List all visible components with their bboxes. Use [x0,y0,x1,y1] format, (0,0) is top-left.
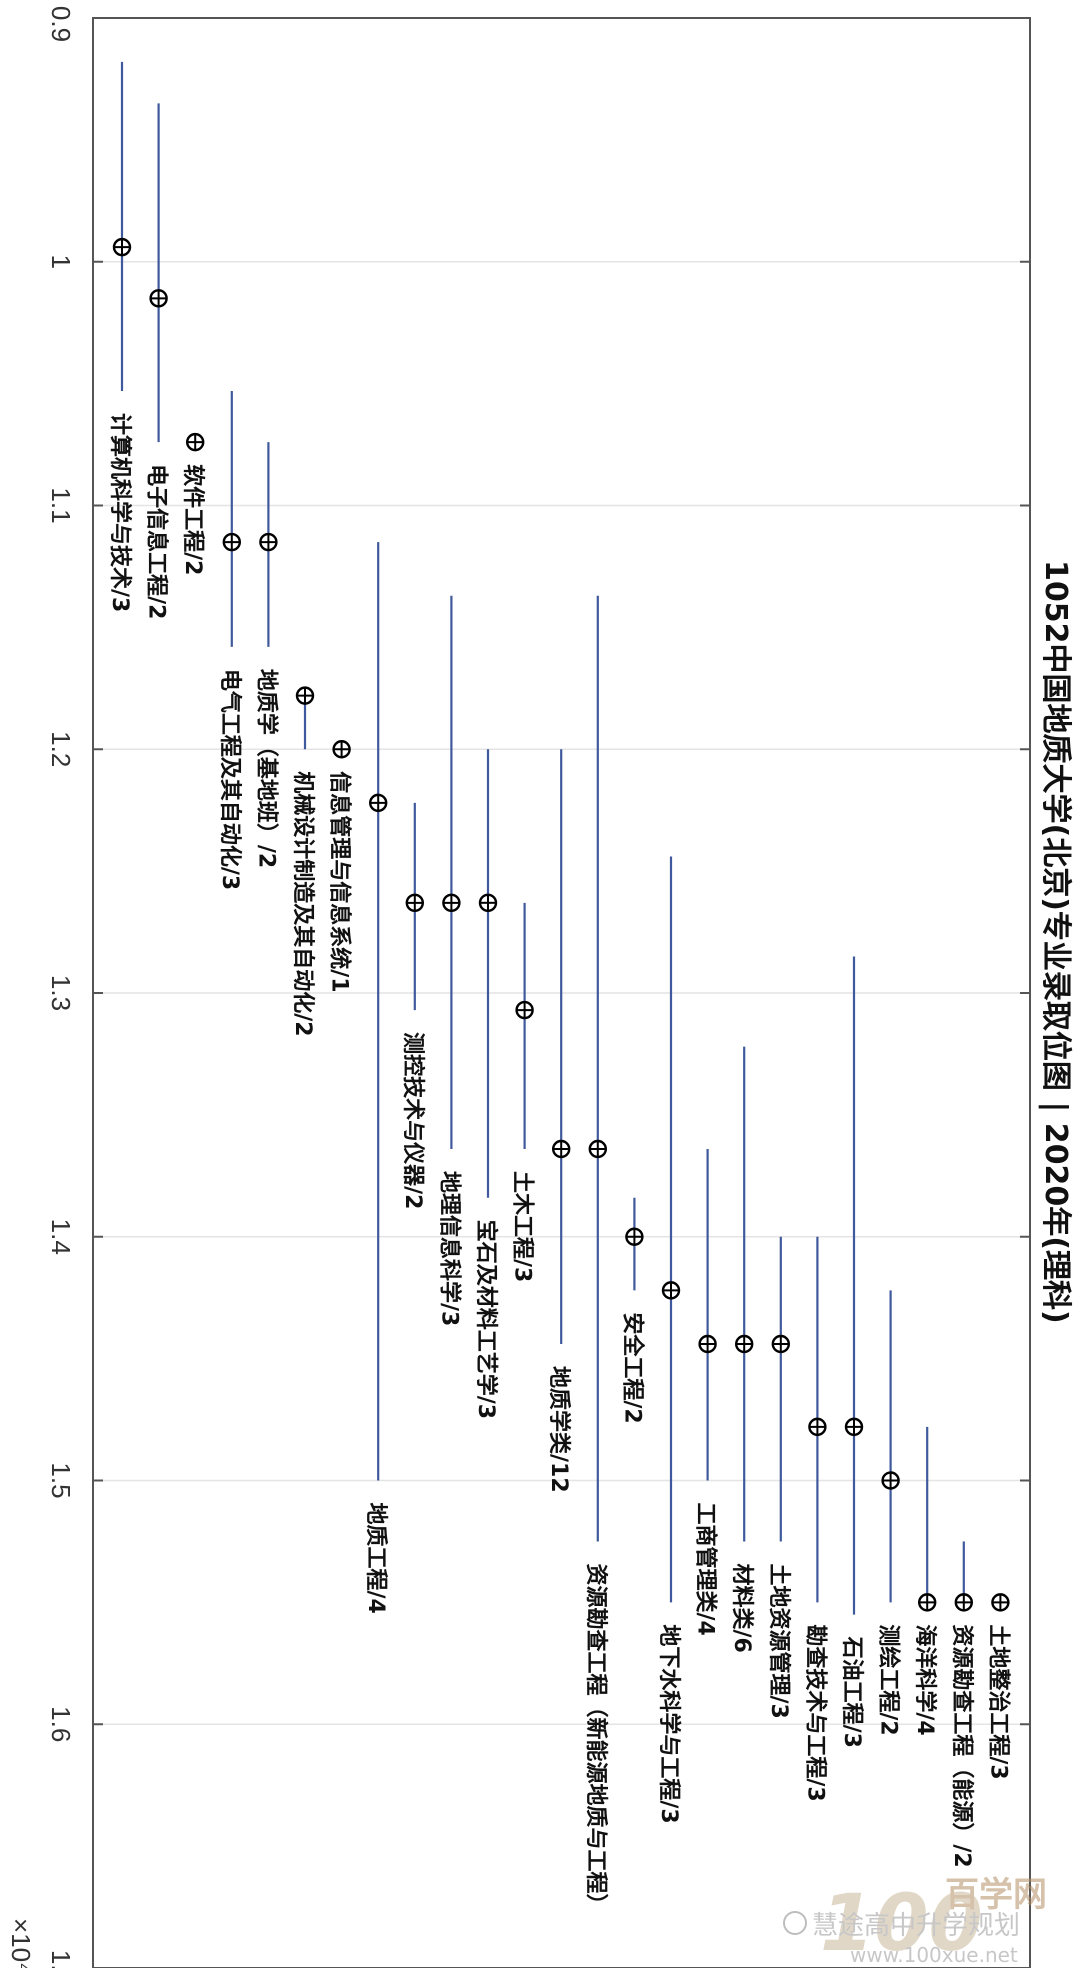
category-label: 地质学（基地班）/2 [253,669,279,868]
center-marker [735,1334,754,1354]
category-label: 计算机科学与技术/3 [107,413,133,612]
category-label: 地质学类/12 [546,1366,572,1493]
center-marker [588,1139,607,1159]
tick-label: 1.2 [46,731,76,767]
tick-label: 1.7 [46,1950,76,1968]
tick-label: 1.5 [46,1462,76,1498]
category-label: 工商管理类/4 [693,1503,719,1636]
center-marker [259,532,278,552]
center-marker [442,893,461,913]
center-marker [918,1593,937,1612]
axis-multiplier: ×10⁴ [6,1918,36,1968]
watermark-url: www.100xue.net [850,1943,1018,1967]
category-label: 安全工程/2 [619,1312,645,1423]
category-label: 地理信息科学/3 [436,1171,462,1326]
category-label: 测绘工程/2 [876,1624,902,1735]
tick-label: 1.1 [46,487,76,523]
tick-label: 1.6 [46,1706,76,1742]
category-label: 材料类/6 [729,1563,754,1652]
category-label: 电子信息工程/2 [144,464,170,619]
category-label: 软件工程/2 [180,464,206,575]
tick-label: 1 [46,255,76,269]
category-label: 海洋科学/4 [912,1624,938,1735]
center-marker [515,1000,534,1020]
category-label: 地下水科学与工程/3 [656,1624,682,1823]
watermark-logo-number: 100 [820,1879,983,1968]
center-marker [222,532,242,552]
watermark-brand: 百学网 [945,1875,1047,1915]
center-marker [991,1593,1010,1612]
center-marker [625,1227,644,1246]
tick-label: 0.9 [46,6,76,42]
center-marker [698,1334,717,1354]
watermark-tagline: 慧途高中升学规划 [812,1911,1020,1941]
category-label: 地质工程/4 [363,1503,388,1614]
category-label: 测控技术与仪器/2 [400,1032,426,1209]
wechat-icon [783,1911,807,1935]
category-label: 石油工程/3 [839,1636,864,1748]
tick-label: 1.4 [46,1219,76,1255]
category-label: 土木工程/3 [510,1171,535,1282]
category-label: 资源勘查工程（能源）/2 [949,1624,975,1867]
category-label: 机械设计制造及其自动化/2 [290,771,316,1036]
center-marker [808,1417,827,1437]
center-marker [369,793,388,813]
category-label: 土地整治工程/3 [985,1624,1011,1779]
center-marker [295,686,315,705]
tick-label: 1.3 [46,975,76,1011]
center-marker [149,289,168,308]
category-label: 资源勘查工程（新能源地质与工程） [583,1563,609,1915]
center-marker [332,740,351,759]
center-marker [405,893,424,913]
center-marker [771,1334,790,1354]
center-markers [112,237,1010,1612]
category-labels: 计算机科学与技术/3 电子信息工程/2 软件工程/2 电气工程及其自动化/3 地质学（基… [107,413,1011,1916]
center-marker [185,432,205,452]
center-marker [478,893,498,913]
center-marker [661,1281,681,1300]
center-marker [954,1593,973,1612]
center-marker [881,1471,900,1490]
category-label: 电气工程及其自动化/3 [217,669,243,890]
category-label: 土地资源管理/3 [766,1563,792,1718]
watermark: 100 百学网 慧途高中升学规划 www.100xue.net [783,1875,1047,1968]
center-marker [552,1139,571,1159]
category-label: 信息管理与信息系统/1 [327,771,353,992]
axis-ticks: 0.9 1 1.1 1.2 1.3 1.4 1.5 1.6 1.7 [46,6,1030,1968]
category-label: 宝石及材料工艺学/3 [473,1220,499,1419]
error-bars [120,61,965,1615]
center-marker [844,1417,864,1437]
category-label: 勘查技术与工程/3 [802,1624,828,1801]
center-marker [112,237,132,257]
chart-title: 1052中国地质大学(北京)专业录取位图 | 2020年(理科) [1038,560,1073,1324]
